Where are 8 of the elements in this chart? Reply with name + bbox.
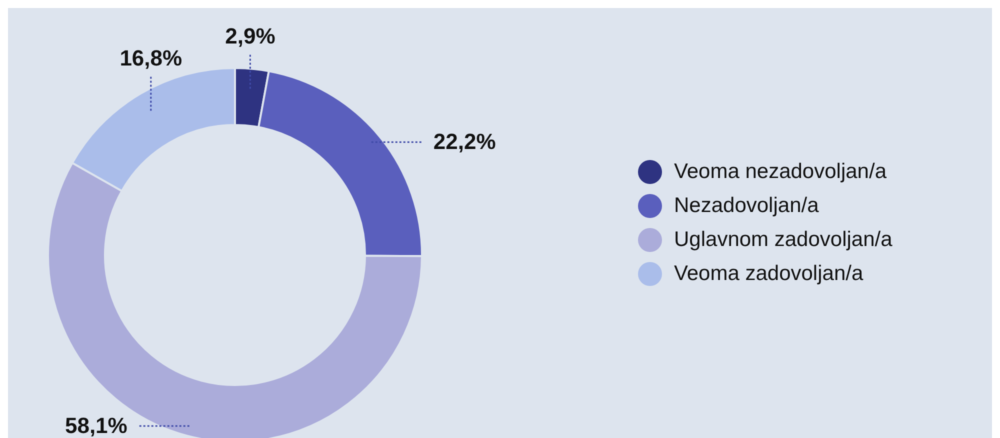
- legend-label: Veoma zadovoljan/a: [674, 261, 864, 287]
- legend-label: Nezadovoljan/a: [674, 193, 819, 219]
- legend-label: Uglavnom zadovoljan/a: [674, 227, 892, 253]
- data-label: 2,9%: [225, 24, 276, 49]
- data-label: 58,1%: [64, 413, 128, 438]
- data-label: 22,2%: [433, 129, 496, 154]
- legend-label: Veoma nezadovoljan/a: [674, 159, 886, 185]
- data-label: 16,8%: [120, 46, 182, 71]
